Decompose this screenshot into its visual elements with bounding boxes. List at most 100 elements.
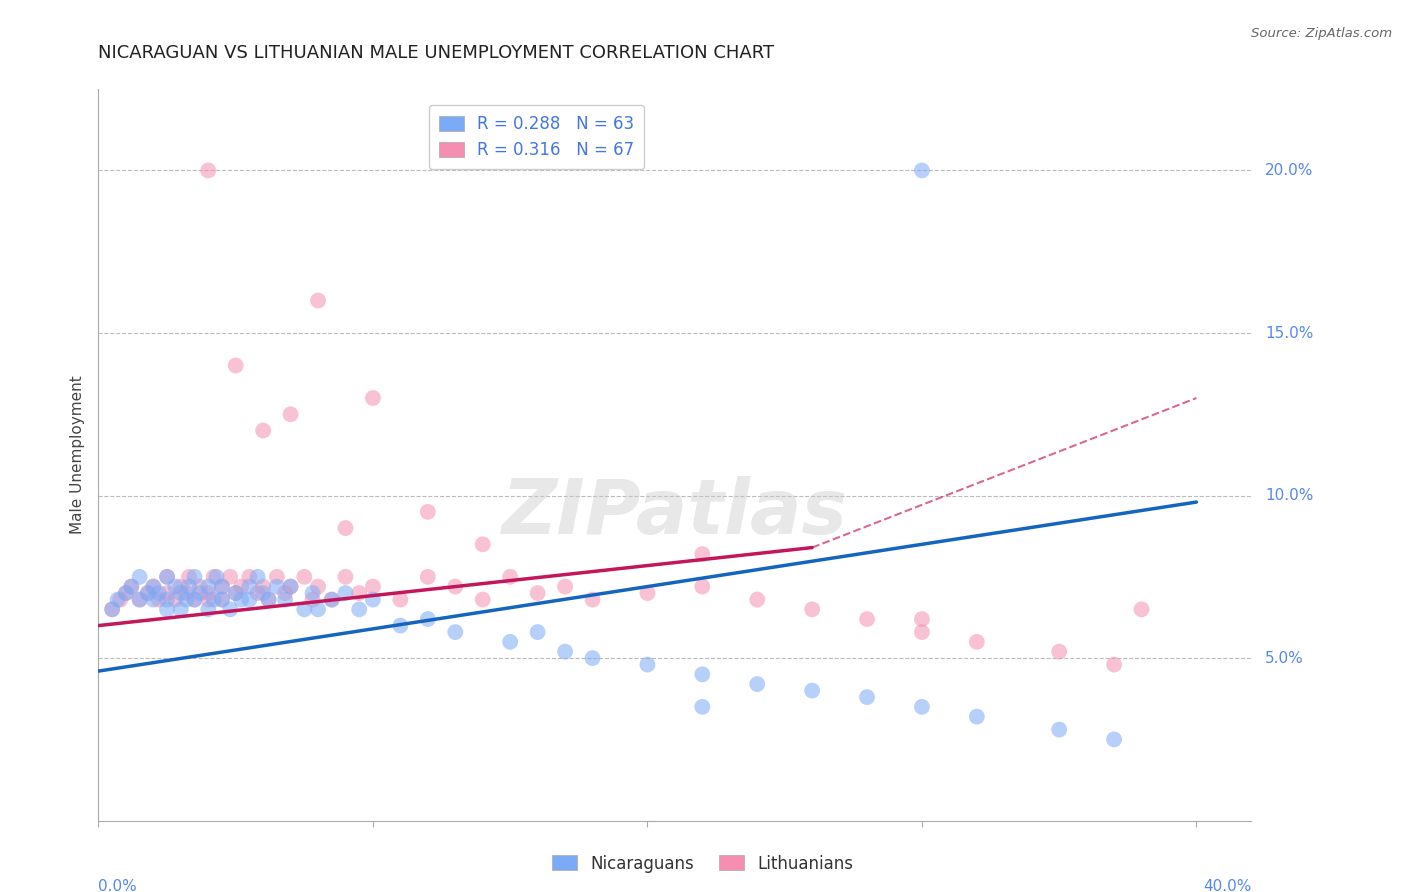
Point [197,592,219,607]
Point [183,592,205,607]
Point [225,586,247,600]
Point [856,612,879,626]
Point [136,586,159,600]
Point [170,586,193,600]
Point [554,644,576,658]
Point [499,635,522,649]
Point [1047,644,1070,658]
Point [136,586,159,600]
Point [335,570,357,584]
Text: 0.0%: 0.0% [98,880,138,892]
Point [101,602,124,616]
Point [148,586,170,600]
Point [444,625,467,640]
Point [389,618,412,632]
Point [142,580,165,594]
Point [307,293,329,308]
Legend: Nicaraguans, Lithuanians: Nicaraguans, Lithuanians [546,848,860,880]
Point [416,570,439,584]
Point [911,163,934,178]
Point [202,592,225,607]
Point [156,602,179,616]
Text: 10.0%: 10.0% [1265,488,1313,503]
Point [252,580,274,594]
Point [361,391,384,405]
Point [301,592,323,607]
Point [120,580,142,594]
Point [211,592,233,607]
Point [170,602,193,616]
Point [238,580,260,594]
Text: ZIPatlas: ZIPatlas [502,476,848,550]
Point [266,570,288,584]
Point [280,580,302,594]
Point [499,570,522,584]
Text: Source: ZipAtlas.com: Source: ZipAtlas.com [1251,27,1392,40]
Point [471,537,494,551]
Point [238,592,260,607]
Point [292,570,315,584]
Point [115,586,138,600]
Point [416,612,439,626]
Point [183,592,205,607]
Point [211,592,233,607]
Point [692,667,714,681]
Point [416,505,439,519]
Point [165,580,187,594]
Point [911,625,934,640]
Point [321,592,343,607]
Point [177,570,200,584]
Point [252,586,274,600]
Text: 20.0%: 20.0% [1265,163,1313,178]
Point [246,570,269,584]
Point [197,602,219,616]
Point [911,699,934,714]
Point [307,602,329,616]
Point [692,699,714,714]
Point [197,580,219,594]
Point [257,592,280,607]
Point [225,359,247,373]
Point [107,592,129,607]
Point [142,580,165,594]
Point [801,683,824,698]
Point [1102,657,1125,672]
Point [274,586,297,600]
Point [257,592,280,607]
Point [307,580,329,594]
Point [177,580,200,594]
Point [280,580,302,594]
Point [361,580,384,594]
Point [174,586,197,600]
Point [747,592,769,607]
Point [347,586,370,600]
Point [231,592,253,607]
Point [471,592,494,607]
Point [211,580,233,594]
Point [188,580,211,594]
Point [128,592,150,607]
Point [966,709,988,723]
Point [170,580,193,594]
Text: 5.0%: 5.0% [1265,650,1303,665]
Point [692,547,714,561]
Point [444,580,467,594]
Legend: R = 0.288   N = 63, R = 0.316   N = 67: R = 0.288 N = 63, R = 0.316 N = 67 [429,105,644,169]
Point [801,602,824,616]
Point [335,586,357,600]
Point [252,424,274,438]
Point [554,580,576,594]
Point [197,163,219,178]
Point [165,592,187,607]
Point [389,592,412,607]
Point [156,570,179,584]
Point [128,570,150,584]
Point [526,586,548,600]
Point [231,580,253,594]
Point [205,570,228,584]
Point [280,407,302,421]
Point [238,570,260,584]
Point [266,580,288,594]
Point [581,651,603,665]
Point [156,586,179,600]
